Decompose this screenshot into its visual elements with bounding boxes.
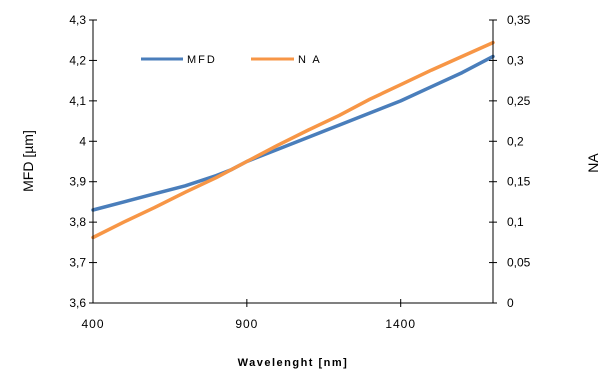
legend-label-na: N A [298, 54, 322, 66]
y-left-tick-label: 4 [79, 134, 86, 148]
y-right-tick-label: 0,05 [507, 256, 531, 270]
y-left-tick-label: 4,1 [69, 94, 86, 108]
y-right-tick-label: 0,35 [507, 13, 531, 27]
legend-label-mfd: MFD [187, 54, 217, 66]
series-line-mfd [91, 54, 495, 212]
y-right-tick-label: 0,1 [507, 215, 524, 229]
series-layer [91, 40, 495, 240]
y-left-tick-label: 3,7 [69, 256, 86, 270]
y-right-tick-label: 0,15 [507, 175, 531, 189]
series-line-na [91, 40, 495, 240]
x-tick-label: 900 [235, 317, 258, 331]
ticks-layer: 3,6 3,7 3,8 3,9 4 4,1 4,2 4,3 0 0,05 0,1 0,15 0,2 0,2… [69, 13, 530, 331]
y-right-tick-label: 0,2 [507, 134, 524, 148]
y-left-tick-label: 3,8 [69, 215, 86, 229]
x-tick-label: 1400 [385, 317, 416, 331]
y-left-tick-label: 4,2 [69, 53, 86, 67]
y-left-tick-label: 3,6 [69, 296, 86, 310]
x-axis-title: Wavelenght [nm] [238, 357, 349, 369]
y-left-tick-label: 3,9 [69, 175, 86, 189]
x-tick-label: 400 [81, 317, 104, 331]
y-right-tick-label: 0,25 [507, 94, 531, 108]
legend: MFD N A [141, 54, 322, 66]
y-left-tick-label: 4,3 [69, 13, 86, 27]
axes-layer [92, 20, 494, 304]
y-axis-right-title: NA [585, 153, 601, 173]
y-right-tick-label: 0,3 [507, 53, 524, 67]
y-right-tick-label: 0 [507, 296, 514, 310]
plot-area [93, 20, 493, 303]
y-axis-left-title: MFD [µm] [20, 130, 36, 192]
